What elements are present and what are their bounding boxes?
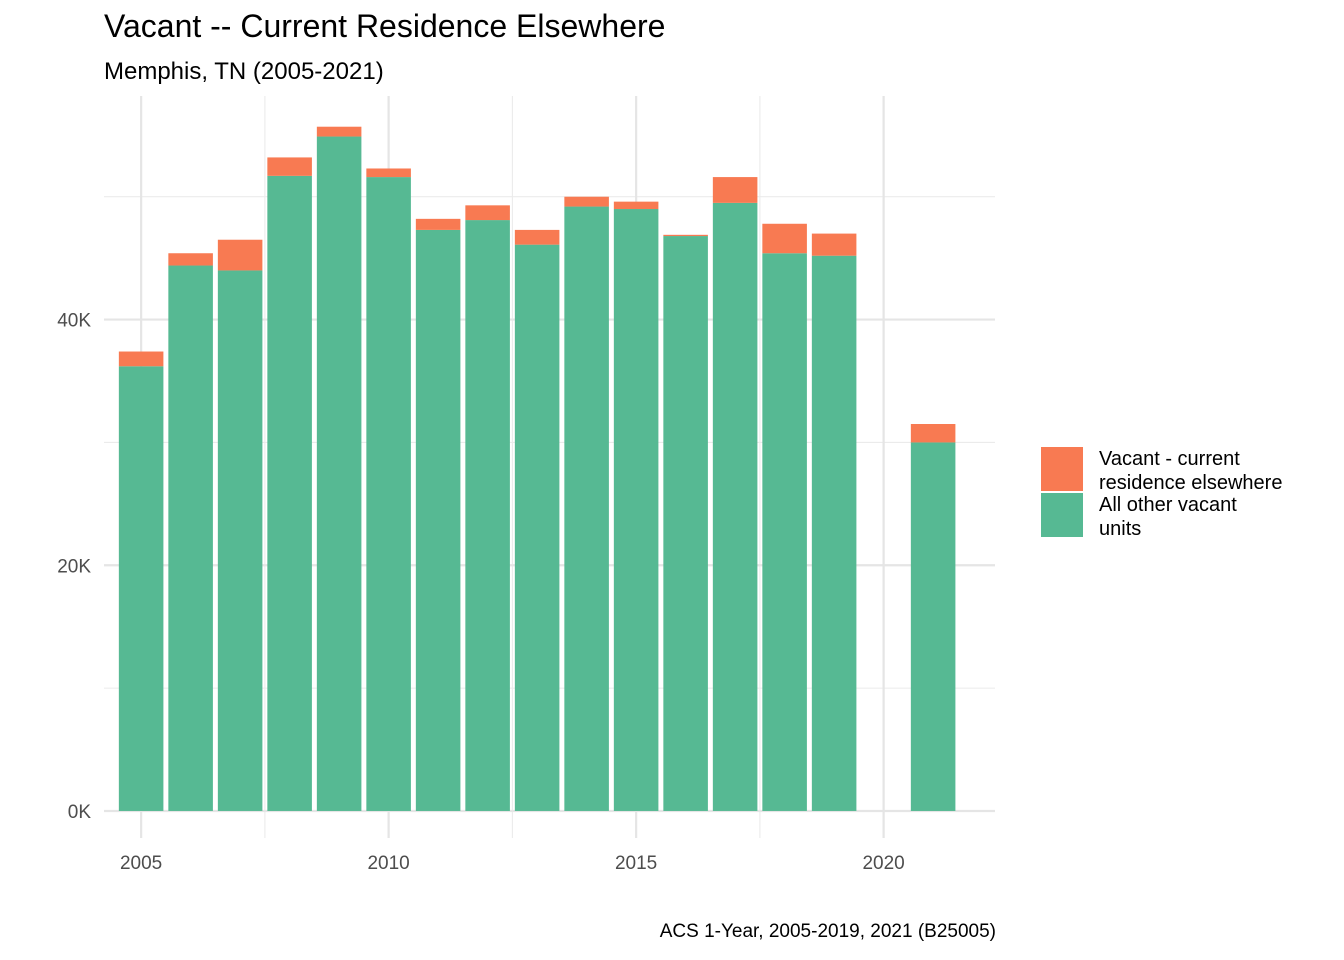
- bar-residence-elsewhere-2011: [415, 218, 461, 230]
- bar-residence-elsewhere-2009: [316, 126, 362, 137]
- bar-all-other-vacant-2008: [267, 175, 312, 811]
- bar-residence-elsewhere-2010: [366, 168, 411, 178]
- chart-title: Vacant -- Current Residence Elsewhere: [104, 8, 666, 44]
- bar-residence-elsewhere-2014: [564, 196, 609, 207]
- bar-residence-elsewhere-2008: [267, 157, 312, 176]
- bar-residence-elsewhere-2017: [712, 177, 758, 203]
- bar-residence-elsewhere-2005: [118, 351, 164, 367]
- axis-layer: 0K 20K 40K 2005 2010 2015 2020: [57, 311, 905, 874]
- chart-caption: ACS 1-Year, 2005-2019, 2021 (B25005): [659, 921, 996, 942]
- chart-subtitle: Memphis, TN (2005-2021): [104, 58, 384, 85]
- y-tick-label: 20K: [57, 556, 91, 577]
- x-tick-label: 2005: [120, 853, 162, 874]
- bar-all-other-vacant-2013: [514, 244, 560, 811]
- bar-residence-elsewhere-2012: [465, 205, 510, 221]
- bar-all-other-vacant-2019: [811, 255, 857, 811]
- x-tick-label: 2020: [862, 853, 904, 874]
- bar-all-other-vacant-2012: [465, 220, 510, 811]
- bar-residence-elsewhere-2019: [811, 233, 857, 256]
- x-tick-label: 2010: [367, 853, 409, 874]
- bars-layer: [118, 126, 956, 811]
- bar-all-other-vacant-2016: [663, 236, 708, 811]
- bar-all-other-vacant-2006: [168, 265, 213, 811]
- y-tick-label: 0K: [68, 802, 92, 823]
- x-tick-label: 2015: [615, 853, 657, 874]
- bar-residence-elsewhere-2018: [762, 223, 807, 254]
- y-tick-label: 40K: [57, 311, 91, 332]
- legend-key: [1041, 447, 1083, 491]
- legend-label: Vacant - current residence elsewhere: [1099, 448, 1282, 494]
- bar-residence-elsewhere-2013: [514, 229, 560, 245]
- bar-all-other-vacant-2011: [415, 229, 461, 811]
- legend-label: All other vacant units: [1099, 494, 1237, 540]
- bar-all-other-vacant-2018: [762, 253, 807, 811]
- bar-all-other-vacant-2017: [712, 202, 758, 811]
- bar-all-other-vacant-2015: [613, 209, 659, 811]
- bar-all-other-vacant-2007: [217, 270, 263, 811]
- bar-residence-elsewhere-2007: [217, 239, 263, 271]
- bar-residence-elsewhere-2006: [168, 253, 213, 266]
- bar-residence-elsewhere-2016: [663, 234, 708, 237]
- bar-residence-elsewhere-2021: [910, 424, 956, 443]
- legend-key: [1041, 493, 1083, 537]
- bar-residence-elsewhere-2015: [613, 201, 659, 210]
- bar-all-other-vacant-2014: [564, 206, 609, 811]
- bar-all-other-vacant-2005: [118, 366, 164, 811]
- bar-all-other-vacant-2009: [316, 136, 362, 811]
- bar-all-other-vacant-2010: [366, 177, 411, 811]
- bar-all-other-vacant-2021: [910, 442, 956, 811]
